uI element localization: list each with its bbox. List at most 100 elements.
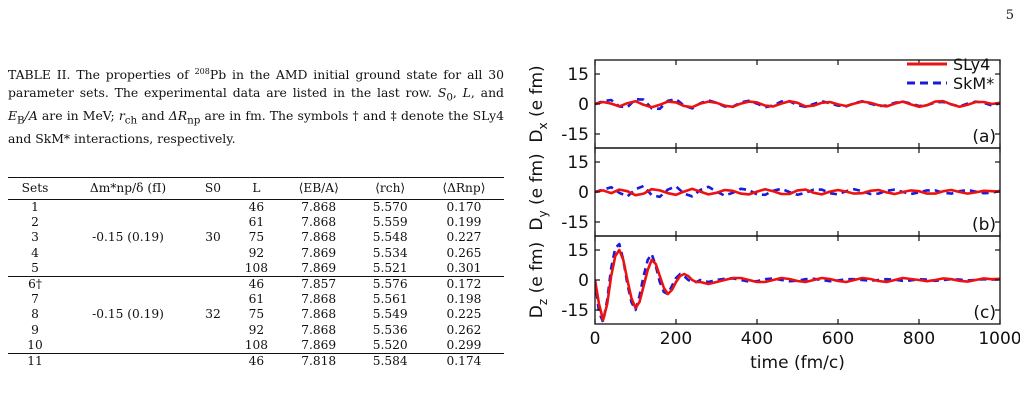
series-line-skm-y [595, 184, 1000, 199]
y-axis-label-y: Dy (e fm) [527, 153, 550, 230]
y-tick-label: -15 [561, 301, 589, 321]
y-tick-label: -15 [561, 125, 589, 145]
table-cell-rch: 5.548 [372, 230, 408, 245]
caption-text-2: in the AMD initial ground state for all … [8, 67, 504, 100]
table-row: 5 108 7.869 5.521 0.301 [8, 261, 504, 277]
x-tick-label: 800 [903, 329, 935, 349]
eb-symbol: E [8, 107, 18, 123]
column-header: S0 [204, 181, 222, 195]
table-cell-set: 5 [31, 260, 39, 275]
table-cell-rch: 5.570 [372, 200, 408, 214]
table-header-row: Sets Δm*np/δ (fI) S0 L ⟨EB/A⟩ ⟨rch⟩ ⟨ΔRnp⟩ [8, 177, 504, 200]
table-cell-eb: 7.869 [301, 337, 337, 352]
table-row: 2 61 7.868 5.559 0.199 [8, 215, 504, 230]
table-cell-rch: 5.561 [372, 292, 408, 307]
table-cell-drnp: 0.199 [446, 215, 482, 230]
y-tick-label: 15 [567, 65, 589, 85]
table-cell-s0 [194, 200, 232, 216]
table-cell-rch: 5.521 [372, 260, 408, 275]
legend-label-skm: SkM* [953, 74, 994, 93]
legend-label-sly4: SLy4 [953, 55, 990, 74]
table-cell-s0 [194, 276, 232, 293]
table-cell-dm [62, 246, 194, 261]
table-cell-L: 92 [248, 322, 265, 337]
table-cell-drnp: 0.170 [446, 200, 482, 214]
y-tick-label: -15 [561, 213, 589, 233]
y-tick-label: 0 [578, 271, 589, 291]
table-cell-s0 [194, 292, 232, 307]
table-cell-dm [62, 261, 194, 277]
column-header: Sets [21, 181, 49, 195]
table-cell-dm [62, 338, 194, 354]
table-cell-rch: 5.559 [372, 215, 408, 230]
table-cell-eb: 7.857 [280, 276, 357, 293]
properties-table: Sets Δm*np/δ (fI) S0 L ⟨EB/A⟩ ⟨rch⟩ ⟨ΔRnp⟩ 1 46… [8, 177, 504, 370]
x-axis-label: time (fm/c) [750, 353, 845, 373]
caption-text-7: are in fm. The symbols † and ‡ denote th… [8, 107, 504, 146]
table-cell-L: 75 [248, 230, 265, 245]
table-cell-set: 10 [27, 337, 43, 352]
table-cell-drnp: 0.265 [446, 245, 482, 260]
panel-tag-z: (c) [973, 303, 996, 323]
caption-text-5: are in MeV; [37, 107, 119, 123]
table-cell-eb: 7.868 [301, 307, 337, 322]
series-line-sly4-y [595, 187, 1000, 197]
series-line-sly4-x [595, 99, 1000, 109]
isotope-symbol: Pb [209, 67, 227, 82]
table-cell-set: 4 [31, 245, 39, 260]
table-cell-eb: 7.868 [301, 215, 337, 230]
table-cell-set: 1 [31, 200, 39, 214]
table-row: 1 46 7.868 5.570 0.170 [8, 200, 504, 216]
table-cell-L: 75 [248, 307, 265, 322]
table-cell-eb: 7.868 [301, 200, 337, 214]
x-tick-label: 400 [741, 329, 773, 349]
x-tick-label: 200 [660, 329, 692, 349]
table-cell-L: 46 [231, 353, 281, 370]
table-cell-eb: 7.868 [301, 322, 337, 337]
table-cell-dm [62, 292, 194, 307]
table-cell-dm [62, 215, 194, 230]
isotope-mass: 208 [194, 66, 210, 76]
table-cell-eb: 7.818 [280, 353, 357, 370]
table-row: 10 108 7.869 5.520 0.299 [8, 338, 504, 354]
table-cell-s0 [194, 215, 232, 230]
caption-text-6: and [137, 107, 169, 123]
table-cell-s0: 32 [205, 307, 221, 322]
l-symbol: L [462, 84, 471, 100]
table-body: 1 46 7.868 5.570 0.170 2 61 7.868 5.559 0.199 3 -0.… [8, 200, 504, 370]
table-row: 7 61 7.868 5.561 0.198 [8, 292, 504, 307]
eb-subscript: B [17, 114, 25, 127]
table-cell-s0: 30 [205, 230, 221, 245]
table-cell-set: 6† [8, 276, 62, 293]
table-caption: TABLE II. The properties of 208Pb in the… [8, 66, 504, 147]
page-number: 5 [1005, 8, 1014, 23]
table-cell-rch: 5.549 [372, 307, 408, 322]
column-header: Δm*np/δ (fI) [89, 181, 167, 195]
table-cell-dm [62, 276, 195, 293]
y-axis-label-x: Dx (e fm) [527, 65, 550, 142]
x-tick-label: 600 [822, 329, 854, 349]
column-header: ⟨ΔRnp⟩ [442, 181, 486, 195]
table-cell-drnp: 0.299 [446, 337, 482, 352]
panel-tag-x: (a) [972, 127, 996, 147]
table-cell-eb: 7.869 [301, 260, 337, 275]
table-cell-L: 46 [248, 200, 265, 214]
table-cell-rch: 5.576 [356, 276, 424, 293]
table-cell-dm: -0.15 (0.19) [92, 230, 164, 245]
column-header: ⟨rch⟩ [375, 181, 406, 195]
table-row: 8 -0.15 (0.19) 32 75 7.868 5.549 0.225 [8, 307, 504, 322]
x-tick-label: 1000 [978, 329, 1020, 349]
table-cell-set: 9 [31, 322, 39, 337]
table-row: 11 46 7.818 5.584 0.174 [8, 353, 504, 370]
table-cell-rch: 5.584 [356, 353, 424, 370]
table-cell-dm [62, 200, 194, 216]
series-line-skm-z [595, 242, 1000, 324]
table-cell-rch: 5.520 [372, 337, 408, 352]
table-cell-drnp: 0.174 [423, 353, 504, 370]
table-cell-dm: -0.15 (0.19) [92, 307, 164, 322]
series-line-sly4-z [595, 248, 1000, 322]
caption-text-4: , and [470, 84, 504, 100]
eb-tail: /A [24, 107, 38, 123]
table-cell-set: 3 [31, 230, 39, 245]
